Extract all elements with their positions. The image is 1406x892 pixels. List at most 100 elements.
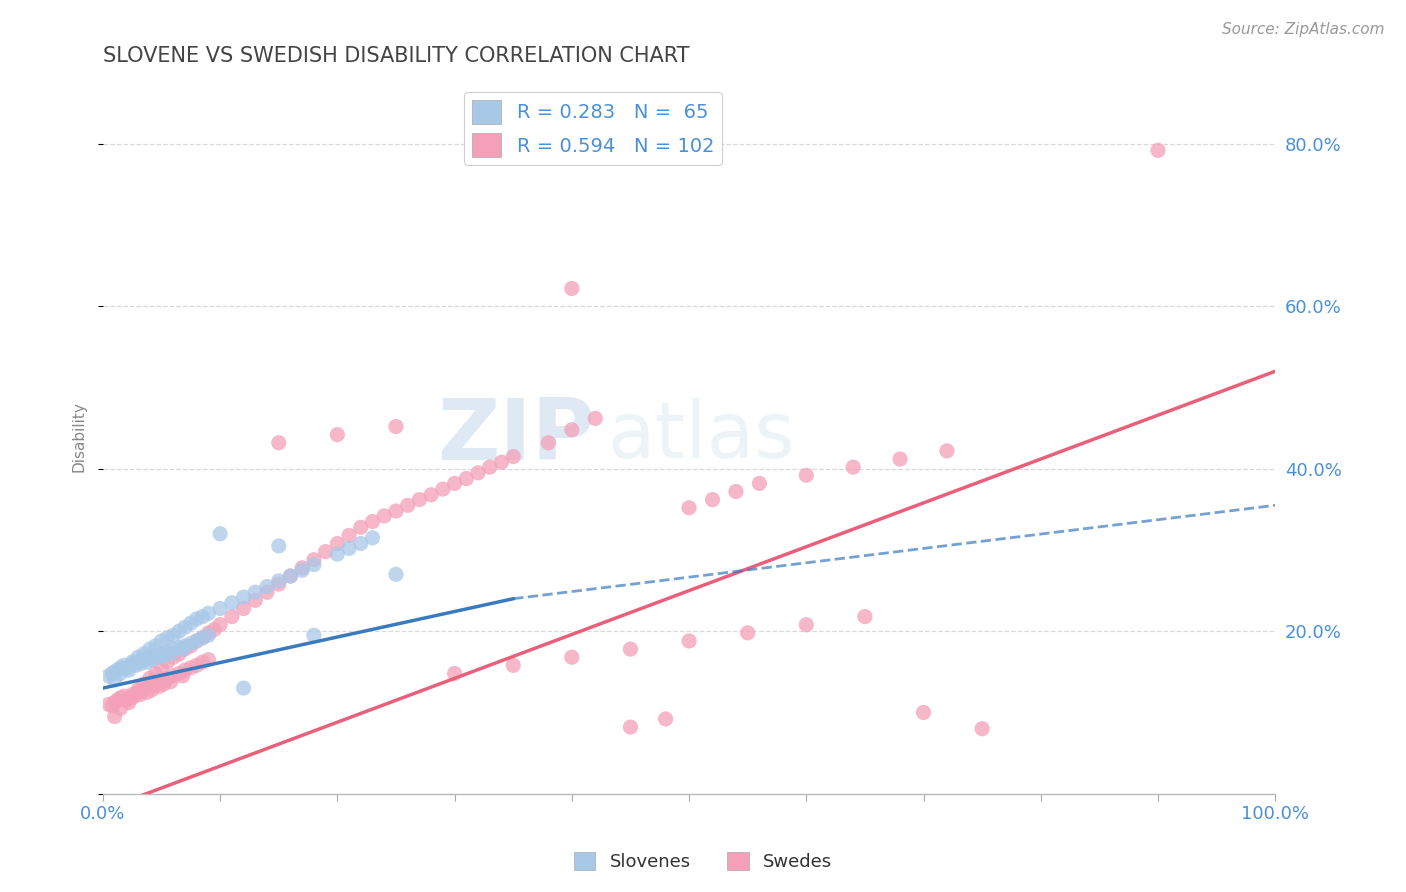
Point — [197, 607, 219, 621]
Point — [221, 609, 243, 624]
Point — [385, 567, 408, 582]
Point — [186, 612, 208, 626]
Point — [132, 682, 155, 697]
Point — [150, 674, 173, 689]
Point — [127, 655, 149, 669]
Point — [232, 681, 254, 695]
Point — [385, 504, 408, 518]
Point — [153, 648, 176, 663]
Point — [912, 706, 935, 720]
Point — [121, 688, 143, 702]
Point — [127, 682, 149, 697]
Point — [302, 553, 325, 567]
Point — [267, 435, 290, 450]
Point — [280, 569, 302, 583]
Point — [162, 669, 184, 683]
Point — [191, 631, 214, 645]
Point — [101, 698, 124, 713]
Point — [889, 452, 911, 467]
Point — [156, 655, 179, 669]
Point — [136, 655, 159, 669]
Point — [139, 671, 162, 685]
Point — [443, 476, 465, 491]
Point — [202, 623, 225, 637]
Point — [97, 669, 120, 683]
Point — [115, 693, 138, 707]
Point — [174, 639, 197, 653]
Point — [115, 661, 138, 675]
Point — [174, 620, 197, 634]
Point — [936, 443, 959, 458]
Point — [209, 617, 232, 632]
Point — [105, 693, 128, 707]
Point — [245, 585, 267, 599]
Point — [167, 647, 190, 661]
Point — [396, 499, 419, 513]
Legend: R = 0.283   N =  65, R = 0.594   N = 102: R = 0.283 N = 65, R = 0.594 N = 102 — [464, 92, 723, 165]
Point — [291, 563, 314, 577]
Point — [180, 636, 202, 650]
Point — [139, 642, 162, 657]
Point — [141, 682, 163, 697]
Point — [197, 653, 219, 667]
Point — [350, 536, 373, 550]
Point — [115, 693, 138, 707]
Point — [148, 650, 170, 665]
Point — [326, 547, 349, 561]
Point — [112, 689, 135, 703]
Point — [702, 492, 724, 507]
Point — [104, 709, 127, 723]
Point — [150, 661, 173, 675]
Point — [350, 520, 373, 534]
Point — [172, 669, 194, 683]
Point — [315, 544, 337, 558]
Point — [373, 508, 395, 523]
Point — [678, 500, 700, 515]
Point — [561, 650, 583, 665]
Point — [139, 680, 162, 694]
Point — [748, 476, 770, 491]
Point — [132, 677, 155, 691]
Point — [118, 696, 141, 710]
Point — [561, 281, 583, 295]
Point — [232, 590, 254, 604]
Point — [191, 655, 214, 669]
Point — [326, 427, 349, 442]
Point — [583, 411, 606, 425]
Point — [478, 460, 501, 475]
Point — [105, 663, 128, 677]
Point — [141, 653, 163, 667]
Point — [132, 653, 155, 667]
Point — [209, 601, 232, 615]
Point — [443, 666, 465, 681]
Point — [167, 640, 190, 655]
Point — [842, 460, 865, 475]
Point — [302, 558, 325, 572]
Point — [104, 696, 127, 710]
Point — [420, 488, 443, 502]
Point — [156, 671, 179, 685]
Point — [121, 655, 143, 669]
Point — [794, 468, 817, 483]
Y-axis label: Disability: Disability — [72, 401, 86, 472]
Point — [654, 712, 676, 726]
Point — [191, 631, 214, 645]
Point — [180, 639, 202, 653]
Point — [180, 661, 202, 675]
Text: SLOVENE VS SWEDISH DISABILITY CORRELATION CHART: SLOVENE VS SWEDISH DISABILITY CORRELATIO… — [103, 46, 689, 66]
Point — [129, 688, 152, 702]
Point — [326, 536, 349, 550]
Point — [186, 658, 208, 673]
Text: ZIP: ZIP — [437, 395, 595, 478]
Point — [619, 720, 641, 734]
Point — [136, 685, 159, 699]
Point — [256, 580, 278, 594]
Legend: Slovenes, Swedes: Slovenes, Swedes — [567, 845, 839, 879]
Point — [232, 601, 254, 615]
Point — [156, 644, 179, 658]
Point — [385, 419, 408, 434]
Point — [110, 661, 132, 675]
Point — [280, 569, 302, 583]
Point — [619, 642, 641, 657]
Point — [467, 466, 489, 480]
